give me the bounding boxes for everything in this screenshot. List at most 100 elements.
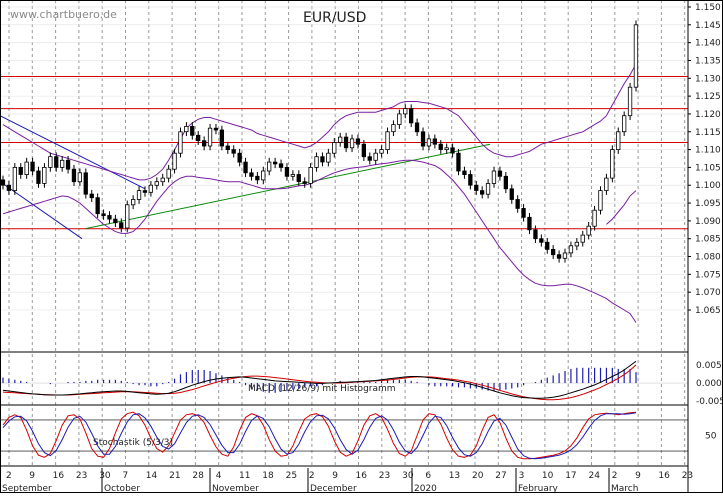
stochastic-label: Stochastik (5/3/3) <box>93 438 173 448</box>
candle-body <box>574 241 579 247</box>
date-tick-label: 30 <box>99 471 111 481</box>
candle-body <box>77 172 82 183</box>
candle-body <box>616 131 621 151</box>
month-label: March <box>611 484 638 493</box>
candle-body <box>509 188 514 200</box>
candle-body <box>343 136 349 149</box>
candle-body <box>71 168 77 183</box>
candle-body <box>219 129 225 147</box>
date-tick-label: 9 <box>29 471 35 481</box>
candle-body <box>326 152 331 163</box>
date-tick-label: 16 <box>356 471 368 481</box>
candle-body <box>379 149 384 154</box>
price-tick-label: 1.085 <box>695 235 721 245</box>
candle-body <box>633 24 639 88</box>
candle-body <box>604 177 609 192</box>
price-tick-label: 1.100 <box>695 181 721 191</box>
candle-body <box>314 156 319 168</box>
price-tick-label: 1.120 <box>695 110 721 120</box>
date-tick-label: 2 <box>6 471 12 481</box>
candle-body <box>113 218 118 224</box>
candle-body <box>515 199 520 209</box>
bollinger-upper-band <box>2 63 637 181</box>
candle-body <box>361 143 367 158</box>
candle-body <box>201 140 207 147</box>
date-tick-label: 16 <box>658 471 670 481</box>
candle-body <box>391 124 396 133</box>
month-label: October <box>104 484 140 493</box>
macd-panel <box>0 360 688 401</box>
candle-body <box>249 172 254 177</box>
candle-body <box>539 238 544 243</box>
candle-body <box>373 152 378 161</box>
candle-body <box>355 138 361 145</box>
price-tick-label: 1.110 <box>695 146 721 156</box>
date-tick-label: 4 <box>216 471 222 481</box>
candle-body <box>36 170 41 184</box>
candle-body <box>195 134 201 142</box>
candle-body <box>497 170 503 177</box>
candle-body <box>438 143 443 150</box>
candle-body <box>178 131 183 154</box>
candle-body <box>231 149 236 154</box>
candle-body <box>290 174 296 177</box>
brand-watermark: www.chartbuero.de <box>10 8 117 21</box>
candle-body <box>296 174 301 182</box>
price-tick-label: 1.070 <box>695 288 721 298</box>
candle-body <box>385 131 390 151</box>
candle-body <box>107 215 112 220</box>
candle-body <box>337 136 343 143</box>
date-tick-label: 16 <box>53 471 65 481</box>
candle-body <box>622 115 627 133</box>
date-tick-label: 2 <box>309 471 315 481</box>
candle-body <box>562 252 568 259</box>
macd-tick-label: 0.000 <box>696 379 722 389</box>
price-tick-label: 1.095 <box>695 199 721 209</box>
price-tick-label: 1.115 <box>695 128 721 138</box>
candle-body <box>414 122 420 133</box>
grid-layer <box>0 0 688 466</box>
candle-body <box>308 166 313 184</box>
candle-body <box>479 190 485 195</box>
date-tick-label: 14 <box>146 471 158 481</box>
candle-body <box>48 156 53 168</box>
candle-body <box>225 145 230 150</box>
candle-body <box>0 179 6 186</box>
candle-body <box>468 174 473 186</box>
candle-body <box>18 166 23 175</box>
candle-body <box>527 216 532 231</box>
candle-body <box>302 181 307 184</box>
candle-body <box>261 170 266 181</box>
candle-body <box>237 152 242 163</box>
date-tick-label: 24 <box>589 471 601 481</box>
date-tick-label: 25 <box>286 471 297 481</box>
date-tick-label: 6 <box>425 471 431 481</box>
candle-body <box>462 170 467 175</box>
candle-body <box>521 207 526 218</box>
candle-body <box>6 184 11 191</box>
candle-body <box>610 149 615 179</box>
date-tick-label: 11 <box>239 471 250 481</box>
price-tick-label: 1.125 <box>695 92 721 102</box>
date-tick-label: 13 <box>449 471 460 481</box>
candle-body <box>95 197 100 215</box>
date-tick-label: 28 <box>192 471 204 481</box>
date-tick-label: 27 <box>495 471 506 481</box>
candle-body <box>136 190 142 200</box>
month-label: 2020 <box>414 484 437 493</box>
candle-body <box>166 168 171 179</box>
candle-body <box>444 147 449 151</box>
candle-body <box>243 161 248 174</box>
macd-label: MACD (12/26/9) mit Histogramm <box>248 384 396 394</box>
candle-body <box>420 131 426 147</box>
price-chart-title: EUR/USD <box>303 10 366 26</box>
candle-body <box>432 138 438 145</box>
price-tick-label: 1.140 <box>695 39 721 49</box>
candle-body <box>130 199 136 206</box>
candle-body <box>125 204 130 229</box>
date-tick-label: 18 <box>262 471 274 481</box>
candle-body <box>89 193 94 199</box>
price-panel <box>0 20 688 323</box>
